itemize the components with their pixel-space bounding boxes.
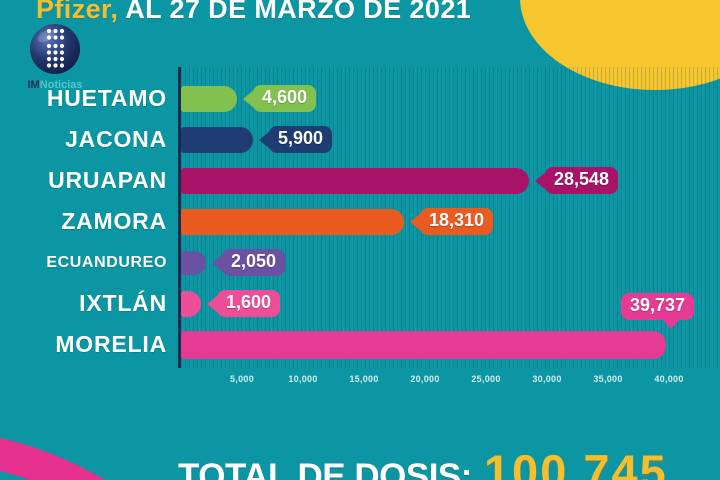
bar-wrap: 39,737 bbox=[181, 293, 720, 365]
bar-jacona bbox=[181, 126, 253, 153]
bubble-arrow bbox=[212, 253, 223, 272]
page-title: Pfizer, AL 27 DE MARZO DE 2021 bbox=[36, 0, 471, 25]
chart-row-ixtlán: IXTLÁN 1,600 bbox=[0, 283, 720, 324]
x-tick-label: 35,000 bbox=[593, 374, 623, 384]
value-bubble: 39,737 bbox=[621, 293, 695, 329]
news-logo: IMNoticias bbox=[20, 22, 90, 91]
logo-sphere-icon bbox=[30, 24, 80, 74]
x-axis: 5,000 10,000 15,000 20,000 25,000 30,000 35,00… bbox=[0, 374, 720, 388]
category-label: ZAMORA bbox=[61, 208, 167, 234]
chart-row-jacona: JACONA 5,900 bbox=[0, 119, 720, 160]
category-label: IXTLÁN bbox=[79, 290, 167, 316]
doses-bar-chart: HUETAMO 4,600 JACONA 5,900 URUAPAN 28,548 ZAMO… bbox=[0, 67, 720, 397]
bar-wrap: 1,600 bbox=[181, 283, 720, 324]
bar-wrap: 18,310 bbox=[181, 201, 720, 242]
value-label: 4,600 bbox=[253, 85, 317, 112]
bubble-arrow bbox=[535, 171, 546, 190]
logo-text-im: IM bbox=[27, 79, 40, 91]
bar-wrap: 4,600 bbox=[181, 78, 720, 119]
bar-morelia bbox=[181, 330, 666, 359]
total-doses-value: 100,745 bbox=[483, 445, 668, 480]
x-tick-label: 40,000 bbox=[654, 374, 684, 384]
x-tick-label: 15,000 bbox=[349, 374, 379, 384]
x-tick-label: 5,000 bbox=[229, 374, 255, 384]
bubble-arrow bbox=[259, 130, 270, 149]
bar-ixtlán bbox=[181, 290, 201, 317]
bar-wrap: 28,548 bbox=[181, 160, 720, 201]
title-brand: Pfizer, bbox=[36, 0, 119, 24]
chart-row-huetamo: HUETAMO 4,600 bbox=[0, 78, 720, 119]
chart-row-morelia: MORELIA 39,737 bbox=[0, 293, 720, 365]
chart-row-uruapan: URUAPAN 28,548 bbox=[0, 160, 720, 201]
bubble-arrow bbox=[243, 89, 254, 108]
category-label: HUETAMO bbox=[46, 85, 167, 111]
value-bubble: 1,600 bbox=[207, 290, 281, 317]
title-date: AL 27 DE MARZO DE 2021 bbox=[118, 0, 472, 24]
bar-ecuandureo bbox=[181, 250, 206, 275]
value-bubble: 4,600 bbox=[243, 85, 317, 112]
value-bubble: 18,310 bbox=[410, 208, 494, 235]
value-bubble: 5,900 bbox=[259, 126, 333, 153]
bar-zamora bbox=[181, 208, 404, 235]
x-tick-label: 25,000 bbox=[471, 374, 501, 384]
total-doses: TOTAL DE DOSIS: 100,745 bbox=[178, 444, 668, 480]
value-label: 2,050 bbox=[222, 249, 286, 276]
category-label: ECUANDUREO bbox=[46, 253, 167, 271]
bar-huetamo bbox=[181, 85, 237, 112]
bar-rows: HUETAMO 4,600 JACONA 5,900 URUAPAN 28,548 ZAMO… bbox=[0, 78, 720, 365]
category-label: JACONA bbox=[65, 126, 167, 152]
value-label: 39,737 bbox=[621, 293, 695, 320]
value-label: 1,600 bbox=[217, 290, 281, 317]
value-bubble: 2,050 bbox=[212, 249, 286, 276]
logo-text: IMNoticias bbox=[20, 79, 90, 91]
value-label: 18,310 bbox=[420, 208, 494, 235]
value-label: 28,548 bbox=[545, 167, 619, 194]
bar-uruapan bbox=[181, 167, 529, 194]
bubble-arrow bbox=[410, 212, 421, 231]
logo-text-rest: Noticias bbox=[39, 79, 83, 91]
bar-wrap: 5,900 bbox=[181, 119, 720, 160]
x-tick-label: 20,000 bbox=[410, 374, 440, 384]
value-bubble: 28,548 bbox=[535, 167, 619, 194]
value-label: 5,900 bbox=[269, 126, 333, 153]
category-label: URUAPAN bbox=[48, 167, 167, 193]
category-label: MORELIA bbox=[55, 331, 167, 357]
chart-row-zamora: ZAMORA 18,310 bbox=[0, 201, 720, 242]
chart-row-ecuandureo: ECUANDUREO 2,050 bbox=[0, 242, 720, 283]
x-tick-label: 10,000 bbox=[288, 374, 318, 384]
x-tick-label: 30,000 bbox=[532, 374, 562, 384]
bubble-tail bbox=[663, 320, 679, 329]
bubble-arrow bbox=[207, 294, 218, 313]
bar-wrap: 2,050 bbox=[181, 242, 720, 283]
total-doses-label: TOTAL DE DOSIS: bbox=[178, 457, 472, 480]
